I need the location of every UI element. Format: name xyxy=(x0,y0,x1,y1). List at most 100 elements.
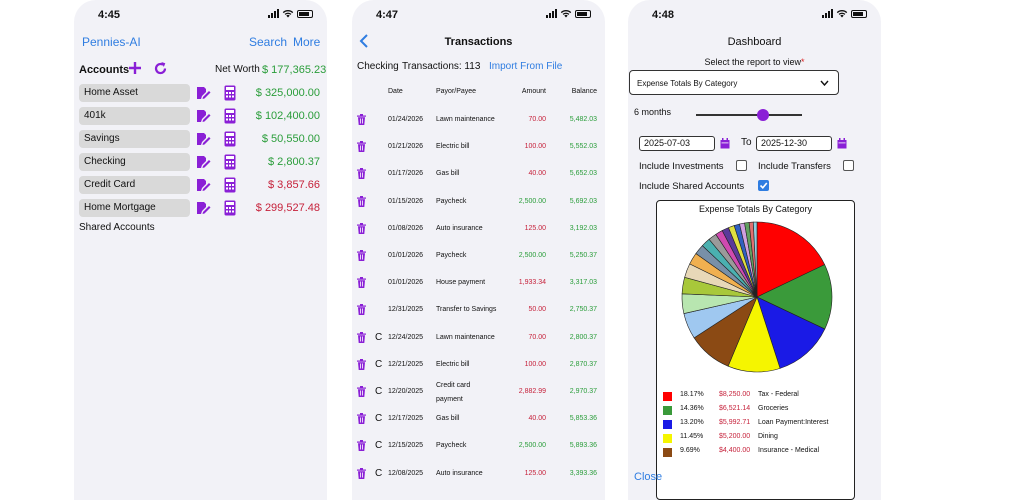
delete-transaction-icon[interactable] xyxy=(357,440,366,452)
account-row[interactable]: Home Mortgage $ 299,527.48 xyxy=(79,199,324,217)
calendar-icon[interactable] xyxy=(837,138,847,149)
legend-item: 14.36% $6,521.14 Groceries xyxy=(663,405,853,417)
account-name[interactable]: Home Asset xyxy=(79,84,190,102)
transaction-balance: 2,970.37 xyxy=(569,388,597,395)
edit-account-icon[interactable] xyxy=(196,155,211,170)
transaction-date: 12/08/2025 xyxy=(388,469,424,477)
account-row[interactable]: Home Asset $ 325,000.00 xyxy=(79,84,324,102)
delete-transaction-icon[interactable] xyxy=(357,222,366,234)
account-row[interactable]: Checking $ 2,800.37 xyxy=(79,153,324,171)
report-dropdown[interactable]: Expense Totals By Category xyxy=(629,70,839,95)
include-investments-checkbox[interactable] xyxy=(736,160,747,171)
account-row[interactable]: 401k $ 102,400.00 xyxy=(79,107,324,125)
transaction-row[interactable]: 01/24/2026 Lawn maintenance 70.00 5,482.03 xyxy=(352,106,605,133)
transaction-row[interactable]: 01/17/2026 Gas bill 40.00 5,652.03 xyxy=(352,160,605,187)
more-button[interactable]: More xyxy=(293,35,321,49)
search-button[interactable]: Search xyxy=(249,35,288,49)
transaction-row[interactable]: 01/15/2026 Paycheck 2,500.00 5,692.03 xyxy=(352,188,605,215)
account-name[interactable]: Home Mortgage xyxy=(79,199,190,217)
calculator-icon[interactable] xyxy=(224,131,236,147)
status-bar: 4:47 xyxy=(352,8,605,24)
legend-item: 11.45% $5,200.00 Dining xyxy=(663,433,853,445)
transaction-row[interactable]: 01/01/2026 House payment 1,933.34 3,317.03 xyxy=(352,269,605,296)
calculator-icon[interactable] xyxy=(224,85,236,101)
edit-account-icon[interactable] xyxy=(196,109,211,124)
account-balance: $ 325,000.00 xyxy=(255,87,320,99)
delete-transaction-icon[interactable] xyxy=(357,195,366,207)
account-balance: $ 3,857.66 xyxy=(268,179,320,191)
pie-slice xyxy=(752,221,758,298)
period-slider[interactable] xyxy=(696,109,802,121)
transaction-amount: 125.00 xyxy=(524,469,546,477)
account-row[interactable]: Savings $ 50,550.00 xyxy=(79,130,324,148)
transaction-row[interactable]: C 12/20/2025 Credit card payment 2,882.99 2,9… xyxy=(352,378,605,405)
account-name[interactable]: Savings xyxy=(79,130,190,148)
delete-transaction-icon[interactable] xyxy=(357,114,366,125)
end-date-field[interactable]: 2025-12-30 xyxy=(756,136,832,151)
calendar-icon[interactable] xyxy=(720,138,730,149)
transaction-row[interactable]: 01/21/2026 Electric bill 100.00 5,552.03 xyxy=(352,133,605,160)
legend-label: Loan Payment:Interest xyxy=(758,419,829,426)
account-name[interactable]: Credit Card xyxy=(79,176,190,194)
edit-account-icon[interactable] xyxy=(196,201,211,216)
account-name[interactable]: Checking xyxy=(79,153,190,171)
transaction-balance: 2,750.37 xyxy=(569,306,597,314)
transaction-row[interactable]: C 12/24/2025 Lawn maintenance 70.00 2,800.37 xyxy=(352,324,605,351)
transaction-row[interactable]: 01/01/2026 Paycheck 2,500.00 5,250.37 xyxy=(352,242,605,269)
transaction-balance: 3,317.03 xyxy=(569,279,597,287)
delete-transaction-icon[interactable] xyxy=(357,467,366,479)
report-dropdown-value: Expense Totals By Category xyxy=(637,79,738,88)
add-account-icon[interactable] xyxy=(128,61,142,75)
delete-transaction-icon[interactable] xyxy=(357,250,366,261)
column-header-payee: Payor/Payee xyxy=(436,88,477,95)
delete-transaction-icon[interactable] xyxy=(357,386,366,397)
transaction-payee: Gas bill xyxy=(436,170,460,178)
delete-transaction-icon[interactable] xyxy=(357,141,366,153)
transaction-row[interactable]: C 12/21/2025 Electric bill 100.00 2,870.37 xyxy=(352,351,605,378)
transaction-row[interactable]: 01/08/2026 Auto insurance 125.00 3,192.03 xyxy=(352,215,605,242)
transaction-row[interactable]: C 12/17/2025 Gas bill 40.00 5,853.36 xyxy=(352,405,605,432)
legend-swatch xyxy=(663,420,672,429)
edit-account-icon[interactable] xyxy=(196,132,211,147)
transaction-row[interactable]: 12/31/2025 Transfer to Savings 50.00 2,750.… xyxy=(352,296,605,323)
delete-transaction-icon[interactable] xyxy=(357,331,366,343)
transaction-balance: 3,393.36 xyxy=(569,469,597,477)
include-shared-checkbox[interactable] xyxy=(758,180,769,191)
legend-item: 9.69% $4,400.00 Insurance - Medical xyxy=(663,447,853,459)
delete-transaction-icon[interactable] xyxy=(357,168,366,180)
account-row[interactable]: Credit Card $ 3,857.66 xyxy=(79,176,324,194)
delete-transaction-icon[interactable] xyxy=(357,304,366,316)
signal-icon xyxy=(268,9,279,18)
account-name[interactable]: 401k xyxy=(79,107,190,125)
legend-label: Dining xyxy=(758,433,778,440)
pie-slice xyxy=(756,221,826,298)
calculator-icon[interactable] xyxy=(224,200,236,216)
chart-title: Expense Totals By Category xyxy=(699,204,812,214)
delete-transaction-icon[interactable] xyxy=(357,277,366,289)
accounts-heading: Accounts xyxy=(79,64,130,76)
edit-account-icon[interactable] xyxy=(196,86,211,101)
calculator-icon[interactable] xyxy=(224,108,236,124)
shared-accounts-label[interactable]: Shared Accounts xyxy=(79,222,155,233)
delete-transaction-icon[interactable] xyxy=(357,358,366,370)
transaction-row[interactable]: C 12/15/2025 Paycheck 2,500.00 5,893.36 xyxy=(352,432,605,459)
transaction-payee: Paycheck xyxy=(436,252,467,259)
back-chevron-icon[interactable] xyxy=(359,34,369,48)
close-button[interactable]: Close xyxy=(634,471,663,483)
battery-icon xyxy=(575,9,591,18)
transaction-row[interactable]: C 12/08/2025 Auto insurance 125.00 3,393.36 xyxy=(352,460,605,487)
edit-account-icon[interactable] xyxy=(196,178,211,193)
calculator-icon[interactable] xyxy=(224,154,236,170)
start-date-field[interactable]: 2025-07-03 xyxy=(639,136,715,151)
transaction-date: 01/17/2026 xyxy=(388,170,424,178)
legend-percent: 18.17% xyxy=(680,391,704,398)
refresh-icon[interactable] xyxy=(153,61,168,76)
wifi-icon xyxy=(836,10,848,18)
include-transfers-checkbox[interactable] xyxy=(843,160,854,171)
delete-transaction-icon[interactable] xyxy=(357,413,366,425)
calculator-icon[interactable] xyxy=(224,177,236,193)
app-title[interactable]: Pennies-AI xyxy=(82,35,141,49)
legend-percent: 14.36% xyxy=(680,405,704,412)
import-from-file-button[interactable]: Import From File xyxy=(489,61,563,72)
slider-thumb[interactable] xyxy=(756,109,769,121)
